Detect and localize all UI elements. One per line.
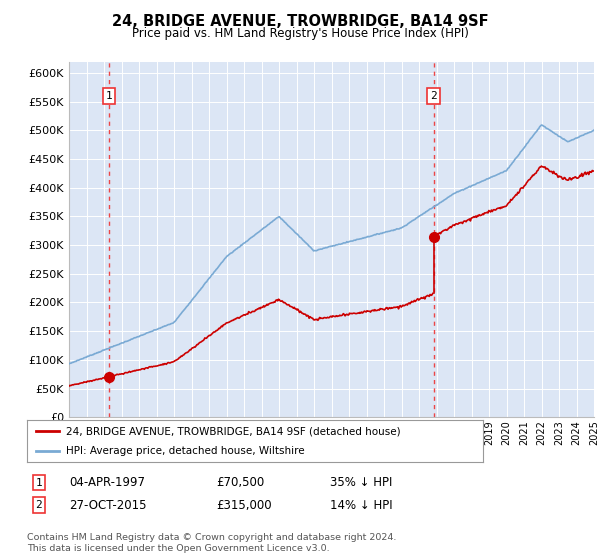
Text: 1: 1 [35, 478, 43, 488]
Text: £315,000: £315,000 [216, 498, 272, 512]
Text: 24, BRIDGE AVENUE, TROWBRIDGE, BA14 9SF: 24, BRIDGE AVENUE, TROWBRIDGE, BA14 9SF [112, 14, 488, 29]
Text: £70,500: £70,500 [216, 476, 264, 489]
Text: Price paid vs. HM Land Registry's House Price Index (HPI): Price paid vs. HM Land Registry's House … [131, 27, 469, 40]
Text: HPI: Average price, detached house, Wiltshire: HPI: Average price, detached house, Wilt… [66, 446, 304, 456]
Text: 14% ↓ HPI: 14% ↓ HPI [330, 498, 392, 512]
Text: 24, BRIDGE AVENUE, TROWBRIDGE, BA14 9SF (detached house): 24, BRIDGE AVENUE, TROWBRIDGE, BA14 9SF … [66, 426, 400, 436]
Text: 2: 2 [35, 500, 43, 510]
Text: 1: 1 [106, 91, 112, 101]
Text: Contains HM Land Registry data © Crown copyright and database right 2024.
This d: Contains HM Land Registry data © Crown c… [27, 533, 397, 553]
Text: 27-OCT-2015: 27-OCT-2015 [69, 498, 146, 512]
Text: 04-APR-1997: 04-APR-1997 [69, 476, 145, 489]
Text: 35% ↓ HPI: 35% ↓ HPI [330, 476, 392, 489]
Text: 2: 2 [430, 91, 437, 101]
